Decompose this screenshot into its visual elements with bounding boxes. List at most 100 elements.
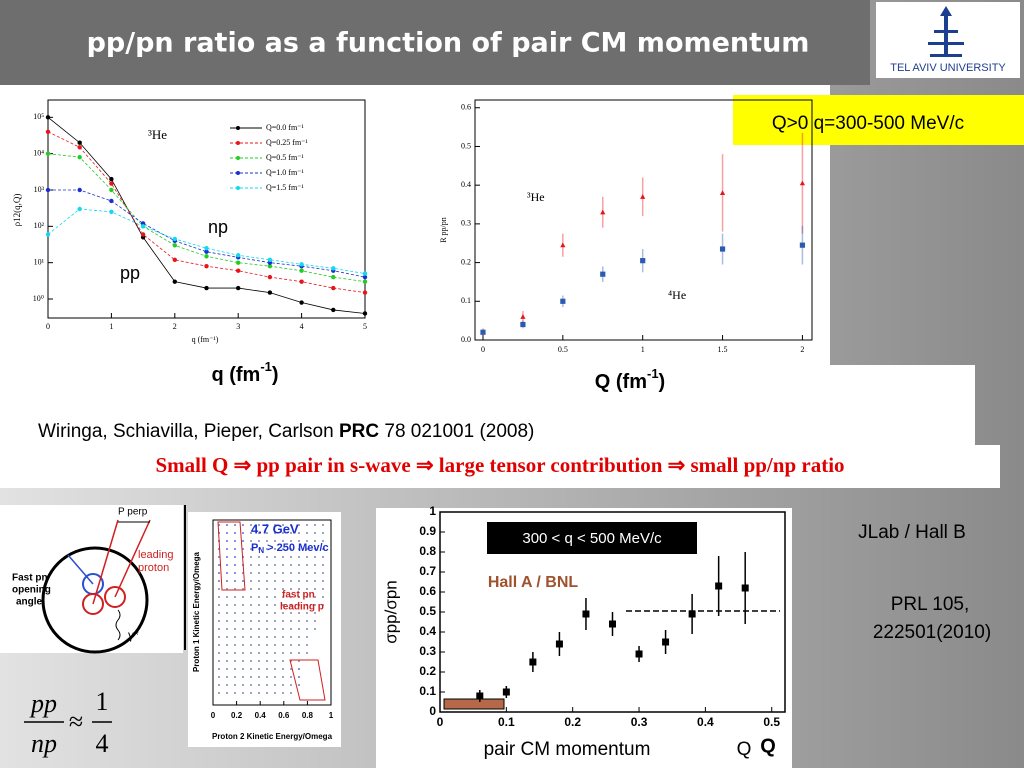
point <box>520 321 526 328</box>
point <box>236 253 241 258</box>
y-tick-label: 10¹ <box>34 257 45 266</box>
dot <box>274 564 276 566</box>
dot <box>218 548 220 550</box>
point <box>635 650 643 658</box>
point <box>799 242 806 248</box>
series-label: ³He <box>527 190 545 204</box>
diagram-label: angle <box>16 597 43 608</box>
dot <box>250 684 252 686</box>
dot <box>322 564 324 566</box>
dot <box>266 580 268 582</box>
label-part: > 250 Mev/c <box>264 542 329 554</box>
dot <box>242 684 244 686</box>
point <box>45 232 51 237</box>
dot <box>226 620 228 622</box>
point <box>109 198 114 204</box>
dalitz-frame <box>212 519 332 706</box>
point <box>600 209 606 215</box>
x-tick-label: 0.3 <box>631 715 648 729</box>
dot <box>234 676 236 678</box>
point <box>799 180 806 186</box>
dot <box>250 612 252 614</box>
dot <box>258 652 260 654</box>
legend-marker <box>236 156 240 160</box>
dot <box>298 572 300 574</box>
point <box>719 190 726 195</box>
nucleus-circle <box>41 546 149 654</box>
dot <box>282 660 284 662</box>
dot <box>226 636 228 638</box>
dot <box>314 604 316 606</box>
dot <box>242 612 244 614</box>
dot <box>234 668 236 670</box>
legend-label: Q=1.0 fm⁻¹ <box>266 168 304 177</box>
dalitz-xlabel: Proton 2 Kinetic Energy/Omega <box>212 732 333 741</box>
dot <box>290 588 292 590</box>
dot <box>322 596 324 598</box>
dot <box>274 540 276 542</box>
dot <box>218 524 220 526</box>
dot <box>282 556 284 558</box>
diagram-label: proton <box>138 562 169 574</box>
x-tick-label: 0.5 <box>763 715 780 729</box>
dot <box>218 652 220 654</box>
dot <box>298 620 300 622</box>
dot <box>322 556 324 558</box>
dot <box>234 660 236 662</box>
dot <box>282 652 284 654</box>
dot <box>298 604 300 606</box>
y-tick-label: 0 <box>429 704 436 718</box>
dot <box>258 532 260 534</box>
dot <box>314 588 316 590</box>
point <box>236 268 241 273</box>
dot <box>314 580 316 582</box>
point <box>204 263 209 269</box>
numerator: 1 <box>96 687 109 716</box>
dot <box>282 588 284 590</box>
point <box>719 246 726 252</box>
cut-label: PN > 250 Mev/c <box>251 542 329 555</box>
point <box>172 236 177 242</box>
dot <box>298 652 300 654</box>
dot <box>258 620 260 622</box>
x-tick-label: 0.6 <box>278 711 290 720</box>
y-tick-label: 0.0 <box>461 335 471 344</box>
dot <box>234 620 236 622</box>
dot <box>282 564 284 566</box>
dot <box>242 580 244 582</box>
dot <box>274 580 276 582</box>
dot <box>218 620 220 622</box>
x-tick-label: 0 <box>211 711 216 720</box>
fraction: pp np ≈ 1 4 <box>24 687 112 758</box>
series-label: ⁴He <box>668 288 686 302</box>
dot <box>282 676 284 678</box>
point <box>77 187 82 193</box>
dot <box>250 564 252 566</box>
dot <box>290 556 292 558</box>
point <box>560 242 566 248</box>
dot <box>298 684 300 686</box>
dot <box>314 524 316 526</box>
dot <box>322 548 324 550</box>
dot <box>274 684 276 686</box>
y-tick-label: 10⁵ <box>33 112 44 121</box>
point <box>236 285 241 291</box>
dot <box>234 636 236 638</box>
denominator: 4 <box>96 729 109 758</box>
plot-panel <box>0 85 830 367</box>
dot <box>234 604 236 606</box>
dot <box>226 644 228 646</box>
dot <box>322 580 324 582</box>
dot <box>298 556 300 558</box>
dot <box>282 572 284 574</box>
dot <box>314 572 316 574</box>
point <box>502 688 510 696</box>
dot <box>306 628 308 630</box>
dot <box>250 628 252 630</box>
dot <box>242 692 244 694</box>
journal: PRC <box>339 421 379 442</box>
energy-label: 4.7 GeV <box>251 521 299 536</box>
dot <box>290 636 292 638</box>
dot <box>226 556 228 558</box>
dot <box>258 596 260 598</box>
